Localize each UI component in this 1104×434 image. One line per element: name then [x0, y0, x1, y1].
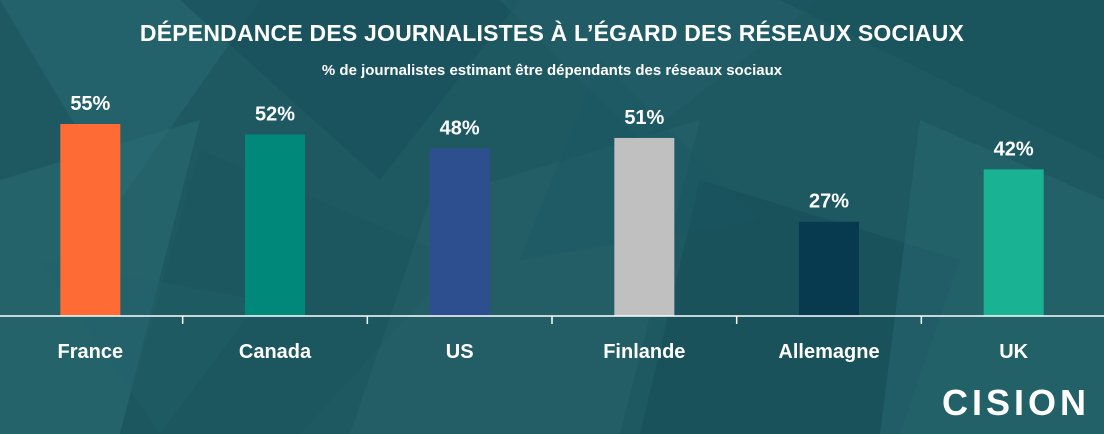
category-label-us: US	[446, 341, 474, 363]
value-label-canada: 52%	[255, 103, 295, 125]
category-label-france: France	[58, 341, 124, 363]
category-label-finlande: Finlande	[603, 341, 685, 363]
chart-subtitle: % de journalistes estimant être dépendan…	[321, 62, 783, 79]
value-label-us: 48%	[440, 117, 480, 139]
bar-finlande	[614, 137, 675, 316]
category-label-allemagne: Allemagne	[778, 341, 879, 363]
bar-uk	[983, 169, 1044, 316]
bar-us	[429, 148, 490, 316]
category-label-canada: Canada	[239, 341, 312, 363]
bar-france	[60, 124, 121, 316]
bars-group	[60, 124, 1044, 316]
chart-title: DÉPENDANCE DES JOURNALISTES À L’ÉGARD DE…	[139, 20, 965, 46]
bar-allemagne	[799, 221, 859, 316]
value-label-france: 55%	[70, 93, 110, 115]
cision-logo: CISION	[942, 382, 1090, 424]
value-label-allemagne: 27%	[809, 191, 849, 213]
value-label-uk: 42%	[994, 138, 1034, 160]
bar-canada	[245, 134, 305, 316]
value-label-finlande: 51%	[624, 107, 664, 129]
x-axis-ticks	[181, 316, 923, 324]
logo-text: CISION	[941, 382, 1090, 423]
category-label-uk: UK	[999, 341, 1028, 363]
category-labels-group: France Canada US Finlande Allemagne UK	[58, 341, 1029, 363]
value-labels-group: 55% 52% 48% 51% 27% 42%	[70, 93, 1034, 213]
